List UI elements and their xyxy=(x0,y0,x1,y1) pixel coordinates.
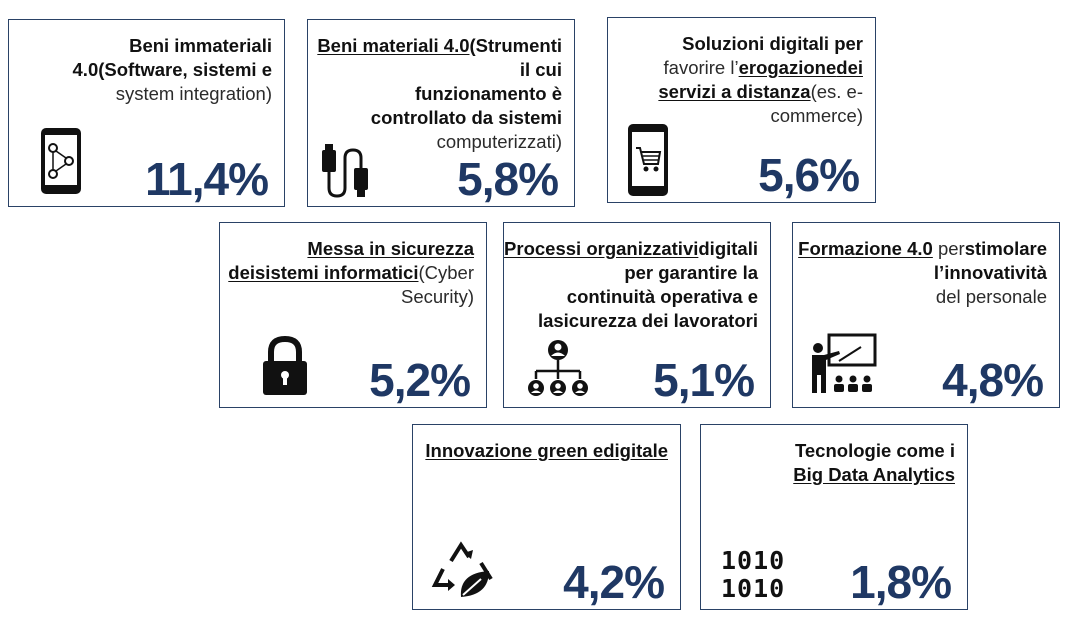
description-segment: Messa in sicurezza dei xyxy=(228,238,474,283)
card-percentage: 11,4% xyxy=(145,153,269,205)
card-percentage: 4,8% xyxy=(942,354,1044,406)
card-cyber-security: Messa in sicurezza deisistemi informatic… xyxy=(219,222,487,408)
description-segment: continuità operativa e la xyxy=(537,286,758,331)
card-percentage: 1,8% xyxy=(850,556,952,608)
card-formazione: Formazione 4.0 perstimolare l’innovativi… xyxy=(792,222,1060,408)
binary-code-icon: 1010 1010 xyxy=(721,547,785,603)
description-segment: Processi organizzativi xyxy=(504,238,699,259)
description-segment: system integration) xyxy=(115,83,272,104)
description-segment: Beni immateriali 4.0 xyxy=(72,35,272,80)
card-description: Tecnologie come i Big Data Analytics xyxy=(793,439,955,487)
card-description: Processi organizzatividigitali per garan… xyxy=(504,237,758,333)
card-description: Formazione 4.0 perstimolare l’innovativi… xyxy=(793,237,1047,309)
description-segment: stimolare l’innovatività xyxy=(933,238,1047,283)
teacher-board-icon xyxy=(812,333,877,393)
description-segment: Innovazione green e xyxy=(425,440,604,461)
binary-row: 1010 xyxy=(721,546,786,575)
card-big-data: Tecnologie come i Big Data Analytics 1010… xyxy=(700,424,968,610)
card-description: Soluzioni digitali per favorire l’erogazi… xyxy=(608,32,863,128)
card-percentage: 4,2% xyxy=(563,556,665,608)
description-segment: (es. e-commerce) xyxy=(770,81,863,126)
description-segment: Big Data Analytics xyxy=(793,464,955,485)
card-percentage: 5,8% xyxy=(457,153,559,205)
card-innovazione-green: Innovazione green edigitale 4,2% xyxy=(412,424,681,610)
usb-cable-icon xyxy=(322,144,368,198)
card-percentage: 5,1% xyxy=(653,354,755,406)
description-segment: (Cyber Security) xyxy=(401,262,474,307)
card-soluzioni-digitali: Soluzioni digitali per favorire l’erogazi… xyxy=(607,17,876,203)
card-description: Messa in sicurezza deisistemi informatic… xyxy=(220,237,474,309)
card-beni-immateriali: Beni immateriali 4.0(Software, sistemi e… xyxy=(8,19,285,207)
description-segment: Soluzioni digitali per xyxy=(682,33,863,54)
description-segment: erogazione xyxy=(738,57,837,78)
description-segment: digitali per garantire la xyxy=(624,238,758,283)
description-segment: Tecnologie come i xyxy=(794,440,955,461)
smartphone-cart-icon xyxy=(628,124,668,196)
card-description: Beni materiali 4.0(Strumenti il cui funzi… xyxy=(308,34,562,154)
description-segment: del personale xyxy=(935,286,1047,307)
card-percentage: 5,6% xyxy=(758,149,860,201)
description-segment: sistemi informatici xyxy=(255,262,419,283)
padlock-icon xyxy=(263,335,307,395)
org-chart-icon xyxy=(528,340,588,396)
smartphone-network-icon xyxy=(41,128,81,194)
description-segment: favorire l’ xyxy=(663,57,739,78)
recycle-leaf-icon xyxy=(431,541,493,597)
description-segment: Beni materiali 4.0 xyxy=(317,35,470,56)
description-segment: dei servizi a distanza xyxy=(658,57,863,102)
description-segment: Formazione 4.0 xyxy=(798,238,933,259)
description-segment: digitale xyxy=(603,440,668,461)
description-segment: (Software, sistemi e xyxy=(98,59,272,80)
card-beni-materiali: Beni materiali 4.0(Strumenti il cui funzi… xyxy=(307,19,575,207)
description-segment: sicurezza dei lavoratori xyxy=(553,310,758,331)
description-segment: computerizzati) xyxy=(436,131,562,152)
card-percentage: 5,2% xyxy=(369,354,471,406)
description-segment: funzionamento è xyxy=(415,83,562,104)
description-segment: controllato da sistemi xyxy=(370,107,562,128)
card-description: Innovazione green edigitale xyxy=(425,439,668,463)
description-segment: (Strumenti il cui xyxy=(469,35,563,80)
description-segment: per xyxy=(932,238,965,259)
card-processi-organizzativi: Processi organizzatividigitali per garan… xyxy=(503,222,771,408)
card-description: Beni immateriali 4.0(Software, sistemi e… xyxy=(9,34,272,106)
binary-row: 1010 xyxy=(721,574,786,603)
